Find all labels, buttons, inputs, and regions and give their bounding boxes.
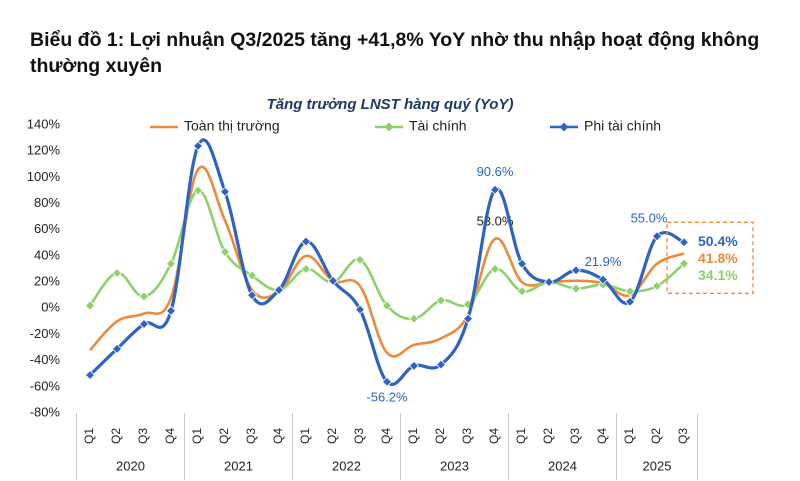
point-marker <box>651 231 663 242</box>
x-tick-label: Q2 <box>325 428 339 444</box>
point-marker <box>678 237 690 248</box>
point-marker <box>327 275 339 286</box>
point-marker <box>381 300 393 311</box>
point-marker <box>597 274 609 285</box>
x-tick-label: Q4 <box>271 428 285 444</box>
point-marker <box>381 376 393 387</box>
point-marker <box>624 296 636 307</box>
point-marker <box>624 286 636 297</box>
x-group-label: 2020 <box>116 458 145 473</box>
x-tick-label: Q4 <box>487 428 501 444</box>
x-group-label: 2022 <box>332 458 361 473</box>
point-marker <box>354 304 366 315</box>
x-tick-label: Q1 <box>82 428 96 444</box>
x-tick-label: Q4 <box>163 428 177 444</box>
data-label: 50.4% <box>698 233 738 249</box>
x-tick-label: Q1 <box>514 428 528 444</box>
point-marker <box>192 140 204 152</box>
point-marker <box>408 360 420 371</box>
y-tick-label: -20% <box>30 326 61 341</box>
point-marker <box>165 305 177 316</box>
point-marker <box>138 318 150 330</box>
point-marker <box>273 284 285 296</box>
x-tick-label: Q1 <box>298 428 312 444</box>
y-tick-label: 20% <box>34 274 60 289</box>
x-tick-label: Q3 <box>568 428 582 444</box>
point-marker <box>651 280 663 292</box>
point-marker <box>435 295 447 306</box>
data-label: 41.8% <box>698 250 738 266</box>
point-marker <box>111 267 123 278</box>
point-marker <box>246 290 258 301</box>
legend-label: Phi tài chính <box>584 118 661 134</box>
point-marker <box>489 263 501 275</box>
data-label: 90.6% <box>477 164 514 179</box>
point-marker <box>678 258 690 269</box>
data-label: -56.2% <box>366 389 408 404</box>
point-marker <box>300 236 312 247</box>
y-tick-label: 40% <box>34 247 60 262</box>
point-marker <box>462 313 474 324</box>
legend-label: Toàn thị trường <box>184 118 280 134</box>
point-marker <box>570 283 582 294</box>
x-tick-label: Q3 <box>460 428 474 444</box>
point-marker <box>516 286 528 297</box>
chart-subtitle: Tăng trưởng LNST hàng quý (YoY) <box>267 96 514 113</box>
x-tick-label: Q3 <box>244 428 258 444</box>
y-tick-label: 140% <box>27 116 61 131</box>
point-marker <box>246 270 258 281</box>
x-group-label: 2021 <box>224 458 253 473</box>
point-marker <box>219 246 231 258</box>
y-tick-label: -60% <box>30 378 61 393</box>
y-tick-label: 120% <box>27 143 61 158</box>
x-tick-label: Q2 <box>217 428 231 444</box>
point-marker <box>570 265 582 276</box>
x-tick-label: Q3 <box>676 428 690 444</box>
highlight-box <box>666 221 754 294</box>
chart-title: Biểu đồ 1: Lợi nhuận Q3/2025 tăng +41,8%… <box>30 29 760 77</box>
point-marker <box>111 343 123 354</box>
x-group-label: 2024 <box>548 458 577 473</box>
x-tick-label: Q4 <box>595 428 609 444</box>
x-tick-label: Q2 <box>433 428 447 444</box>
x-tick-label: Q4 <box>379 428 393 444</box>
point-marker <box>516 258 528 269</box>
x-tick-label: Q2 <box>649 428 663 444</box>
point-marker <box>408 313 420 324</box>
point-marker <box>489 184 501 195</box>
point-marker <box>165 258 177 269</box>
legend-marker <box>559 122 569 132</box>
x-tick-label: Q1 <box>190 428 204 444</box>
x-tick-label: Q1 <box>406 428 420 444</box>
x-tick-label: Q3 <box>352 428 366 444</box>
y-tick-label: 0% <box>41 300 60 315</box>
x-tick-label: Q2 <box>109 428 123 444</box>
point-marker <box>435 359 447 370</box>
point-marker <box>219 186 231 197</box>
legend-label: Tài chính <box>409 118 467 134</box>
x-tick-label: Q3 <box>136 428 150 444</box>
point-marker <box>300 263 312 275</box>
x-group-label: 2023 <box>440 458 469 473</box>
data-label: 55.0% <box>631 211 668 226</box>
y-tick-label: 60% <box>34 221 60 236</box>
x-group-label: 2025 <box>643 458 672 473</box>
point-marker <box>354 254 366 265</box>
data-label: 34.1% <box>698 267 738 283</box>
point-marker <box>84 369 96 381</box>
point-marker <box>192 185 204 196</box>
y-tick-label: -40% <box>30 352 61 367</box>
legend-marker <box>384 122 394 132</box>
point-marker <box>84 300 96 311</box>
y-tick-label: 100% <box>27 169 61 184</box>
point-marker <box>138 291 150 302</box>
data-label: 21.9% <box>585 254 622 269</box>
x-tick-label: Q1 <box>622 428 636 444</box>
y-tick-label: 80% <box>34 195 60 210</box>
point-marker <box>543 277 555 288</box>
x-tick-label: Q2 <box>541 428 555 444</box>
y-tick-label: -80% <box>30 404 61 419</box>
